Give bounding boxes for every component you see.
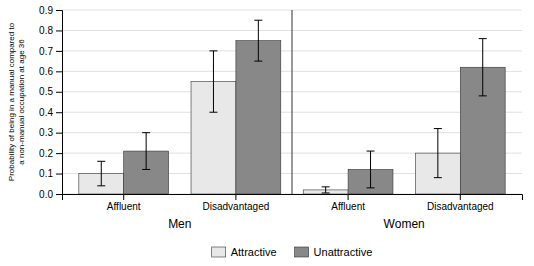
tick: 0.4 [39,107,62,118]
error-bar [142,133,150,170]
tick-label: Disadvantaged [427,201,494,212]
error-bar [479,39,487,96]
axis-line [56,11,63,195]
tick-label: Affluent [331,201,365,212]
x-axis: Affluent Disadvantaged Affluent Disadvantag… [63,194,523,212]
error-bar-line [146,133,147,170]
error-bar-line [479,38,487,39]
tick-mark [56,174,62,175]
grid [62,10,522,194]
error-bar-line [209,50,217,51]
error-bar-line [142,132,150,133]
legend: Attractive Unattractive [212,246,373,258]
tick: 0.6 [39,66,62,77]
tick: Affluent [331,194,365,212]
error-bar-line [97,161,105,162]
tick-label: 0.9 [39,5,53,16]
tick-label: 0.5 [39,86,53,97]
tick-mark [235,194,236,200]
legend-swatch [212,247,226,257]
tick-label: 0.7 [39,46,53,57]
tick: 0.8 [39,25,62,36]
error-bar [209,51,217,112]
tick-mark [56,71,62,72]
tick: 0.1 [39,168,62,179]
error-bar-line [254,61,262,62]
legend-swatch [295,247,309,257]
tick-label: 0.3 [39,127,53,138]
legend-label: Attractive [231,246,277,258]
y-axis-title: Probability of being in a manual compare… [7,22,26,181]
tick-mark [56,153,62,154]
tick-label: 0.4 [39,107,53,118]
error-bar-line [434,128,442,129]
bar [236,41,281,194]
error-bar-line [434,177,442,178]
tick: 0.9 [39,5,62,16]
tick: Affluent [107,194,141,212]
error-bar-line [101,161,102,186]
tick-mark [460,194,461,200]
error-bar [97,161,105,186]
error-bar [367,151,375,188]
error-bar-line [322,192,330,193]
error-bar-line [482,39,483,96]
error-bar-line [367,151,375,152]
tick-mark [56,133,62,134]
tick: 0.2 [39,148,62,159]
tick: 0.3 [39,127,62,138]
y-axis: 0.0 0.1 0.2 0.3 0.4 0.5 0.6 0.7 0.8 0.9 [39,5,62,200]
legend-item: Unattractive [295,246,373,258]
tick: 0.5 [39,86,62,97]
tick-label: 0.1 [39,168,53,179]
error-bar [434,129,442,178]
error-bar-line [370,151,371,188]
tick: Disadvantaged [427,194,494,212]
error-bar [322,187,330,193]
tick-label: 0.0 [39,189,53,200]
axis-line [63,195,523,201]
error-bar-line [254,20,262,21]
error-bar-line [258,20,259,61]
tick: Disadvantaged [203,194,270,212]
tick-mark [348,194,349,200]
tick-label: 0.8 [39,25,53,36]
plot: 0.0 0.1 0.2 0.3 0.4 0.5 0.6 0.7 0.8 0.9 Affluent Di… [39,5,522,231]
tick: 0.0 [39,189,62,200]
tick: 0.7 [39,46,62,57]
tick-label: Affluent [107,201,141,212]
tick-mark [56,30,62,31]
error-bar-line [367,187,375,188]
chart: 0.0 0.1 0.2 0.3 0.4 0.5 0.6 0.7 0.8 0.9 Affluent Di… [0,0,534,266]
tick-mark [56,194,62,195]
error-bar-line [325,187,326,193]
tick-label: 0.2 [39,148,53,159]
legend-label: Unattractive [314,246,373,258]
legend-item: Attractive [212,246,277,258]
tick-mark [123,194,124,200]
series [124,20,505,194]
tick-label: 0.6 [39,66,53,77]
group-label: Women [384,217,425,231]
error-bar-line [209,112,217,113]
group-label: Men [168,217,191,231]
tick-mark [56,51,62,52]
error-bar-line [322,186,330,187]
error-bar [254,20,262,61]
separators [292,10,293,194]
error-bar-line [97,185,105,186]
marks [79,20,505,194]
error-bar-line [142,169,150,170]
tick-mark [56,10,62,11]
error-bar-line [437,129,438,178]
tick-mark [56,92,62,93]
tick-mark [56,112,62,113]
error-bar-line [479,95,487,96]
tick-label: Disadvantaged [203,201,270,212]
group-separator [292,10,293,194]
error-bar-line [213,51,214,112]
